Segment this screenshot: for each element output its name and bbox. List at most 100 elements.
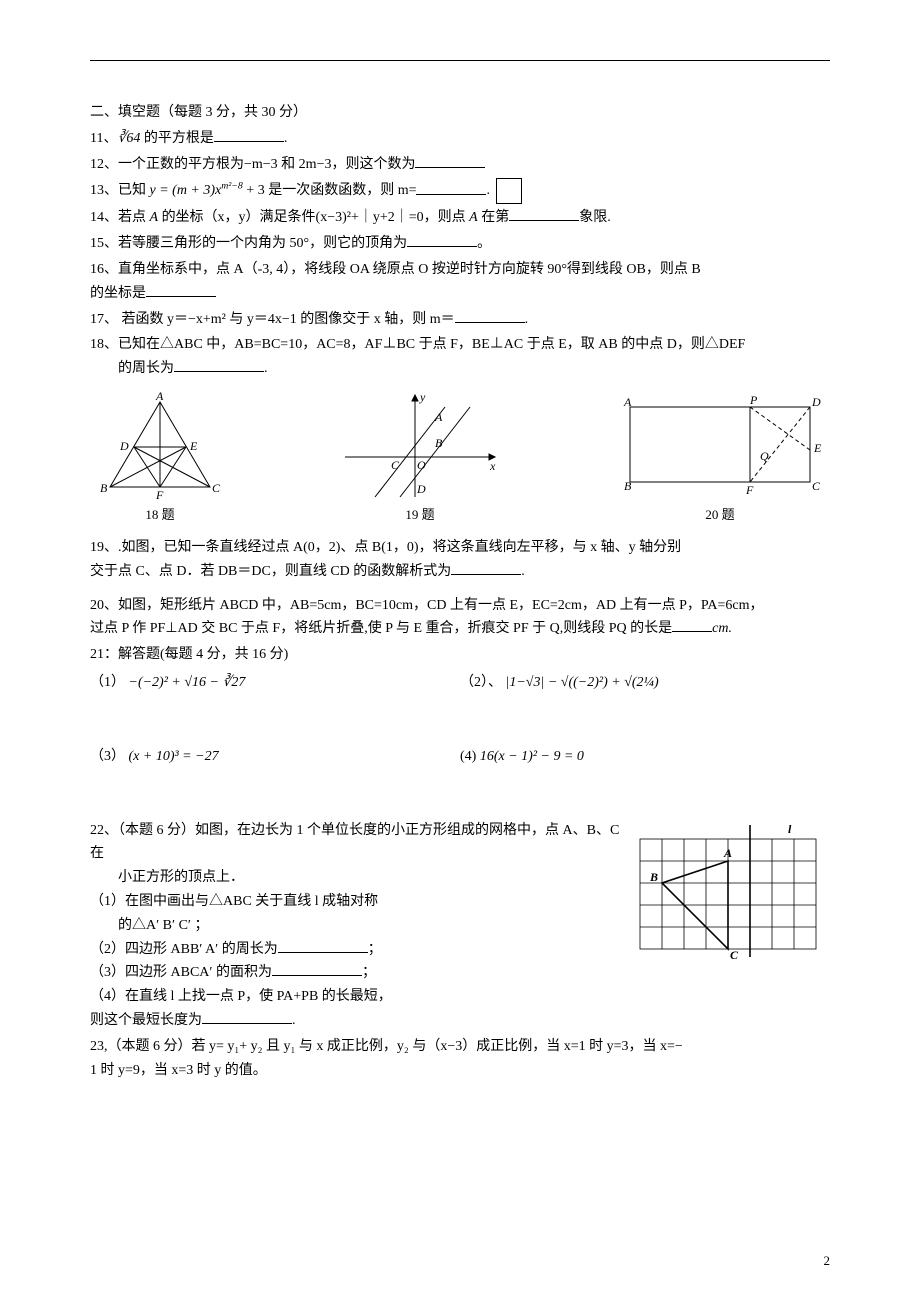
q22: l A B C 22、（本题 6 分）如图，在边长为 1 个单位长度的小正方形组…: [90, 819, 830, 1033]
q17-blank: [455, 308, 525, 323]
svg-text:C: C: [730, 948, 739, 959]
svg-text:B: B: [435, 436, 443, 450]
fig18: A B C D E F 18 题: [90, 392, 230, 526]
svg-text:D: D: [811, 395, 821, 409]
q14-A2: A: [469, 210, 478, 225]
svg-text:B: B: [649, 870, 658, 884]
q11-blank: [214, 127, 284, 142]
svg-text:B: B: [100, 481, 108, 495]
q16-l2: 的坐标是: [90, 286, 146, 301]
section-header: 二、填空题（每题 3 分，共 30 分）: [90, 101, 830, 125]
fig22: l A B C: [630, 819, 830, 968]
q22-p3-blank: [272, 961, 362, 976]
q22-p2-semi: ；: [368, 942, 382, 957]
q15-punct: 。: [477, 236, 491, 251]
q14-p1: 14、若点: [90, 210, 150, 225]
q22-p3-semi: ；: [362, 965, 376, 980]
top-rule: [90, 60, 830, 61]
q19-l1: 19、.如图，已知一条直线经过点 A(0，2)、点 B(1，0)，将这条直线向左…: [90, 536, 830, 560]
q15: 15、若等腰三角形的一个内角为 50°，则它的顶角为 。: [90, 232, 830, 256]
q15-text: 15、若等腰三角形的一个内角为 50°，则它的顶角为: [90, 236, 407, 251]
page-number: 2: [824, 1250, 831, 1272]
q21-p1: （1） −(−2)² + √16 − ∛27: [90, 671, 460, 695]
q21-header: 21：解答题(每题 4 分，共 16 分): [90, 643, 830, 667]
q13-punct: .: [486, 184, 490, 199]
q13-mid: + 3 是一次函数函数，则 m=: [243, 184, 417, 199]
fig19-label: 19 题: [405, 507, 434, 522]
svg-text:A: A: [623, 395, 632, 409]
svg-text:C: C: [212, 481, 221, 495]
svg-text:P: P: [749, 393, 758, 407]
q18-l2: 的周长为: [118, 361, 174, 376]
q17: 17、 若函数 y＝−x+m² 与 y＝4x−1 的图像交于 x 轴，则 m＝.: [90, 308, 830, 332]
svg-text:A: A: [723, 846, 732, 860]
q12-text: 12、一个正数的平方根为−m−3 和 2m−3，则这个数为: [90, 157, 415, 172]
q21-p2: （2）、 |1−√3| − √((−2)²) + √(2¼): [460, 671, 830, 695]
svg-text:F: F: [155, 488, 164, 502]
q21-p1-label: （1）: [90, 675, 125, 690]
q14: 14、若点 A 的坐标（x，y）满足条件(x−3)²+｜y+2｜=0，则点 A …: [90, 206, 830, 230]
svg-text:D: D: [416, 482, 426, 496]
q18-l1: 18、已知在△ABC 中，AB=BC=10，AC=8，AF⊥BC 于点 F，BE…: [90, 333, 830, 357]
q11: 11、∛64 的平方根是.: [90, 127, 830, 151]
q18: 18、已知在△ABC 中，AB=BC=10，AC=8，AF⊥BC 于点 F，BE…: [90, 333, 830, 381]
q22-p2-blank: [278, 938, 368, 953]
q22-p3-text: （3）四边形 ABCA′ 的面积为: [90, 965, 272, 980]
q21-p3-label: （3）: [90, 749, 125, 764]
q13: 13、已知 y = (m + 3)xm²−8 + 3 是一次函数函数，则 m=.: [90, 178, 830, 204]
q14-m1: 的坐标（x，y）满足条件(x−3)²+｜y+2｜=0，则点: [158, 210, 469, 225]
q15-blank: [407, 232, 477, 247]
q23: 23,（本题 6 分）若 y= y₁+ y₂ 且 y₁ 与 x 成正比例，y₂ …: [90, 1035, 830, 1083]
fig19-svg: y x A B O C D: [335, 387, 505, 502]
fig18-label: 18 题: [145, 507, 174, 522]
q21-p4: (4) 16(x − 1)² − 9 = 0: [460, 745, 830, 769]
q16-l1: 16、直角坐标系中，点 A（-3, 4），将线段 OA 绕原点 O 按逆时针方向…: [90, 258, 830, 282]
q20-l2: 过点 P 作 PF⊥AD 交 BC 于点 F，将纸片折叠,使 P 与 E 重合，…: [90, 621, 672, 636]
svg-text:B: B: [624, 479, 632, 493]
q19: 19、.如图，已知一条直线经过点 A(0，2)、点 B(1，0)，将这条直线向左…: [90, 536, 830, 584]
q21-p4-label: (4): [460, 749, 476, 764]
svg-text:y: y: [419, 390, 426, 404]
q20-l1: 20、如图，矩形纸片 ABCD 中，AB=5cm，BC=10cm，CD 上有一点…: [90, 594, 830, 618]
svg-text:Q: Q: [760, 449, 769, 463]
svg-text:C: C: [812, 479, 821, 493]
box-icon: [496, 178, 522, 204]
svg-text:F: F: [745, 483, 754, 497]
svg-text:A: A: [155, 392, 164, 403]
q11-tail: 的平方根是: [140, 131, 214, 146]
q13-exp: m²−8: [221, 181, 243, 192]
q23-l1: 23,（本题 6 分）若 y= y₁+ y₂ 且 y₁ 与 x 成正比例，y₂ …: [90, 1035, 830, 1059]
q21-p4-expr: 16(x − 1)² − 9 = 0: [480, 749, 584, 764]
svg-text:C: C: [391, 458, 400, 472]
svg-text:O: O: [417, 458, 426, 472]
q18-punct: .: [264, 361, 268, 376]
q12: 12、一个正数的平方根为−m−3 和 2m−3，则这个数为: [90, 153, 830, 177]
fig20: A D B C P E F Q 20 题: [610, 392, 830, 526]
q11-prefix: 11、: [90, 131, 117, 146]
q22-p5: 则这个最短长度为.: [90, 1009, 830, 1033]
q20-blank: [672, 617, 712, 632]
svg-text:E: E: [189, 439, 198, 453]
q22-p5-text: 则这个最短长度为: [90, 1013, 202, 1028]
q19-l2: 交于点 C、点 D．若 DB＝DC，则直线 CD 的函数解析式为: [90, 564, 451, 579]
svg-text:l: l: [788, 822, 792, 836]
q21-p1-expr: −(−2)² + √16 − ∛27: [129, 675, 246, 690]
fig20-svg: A D B C P E F Q: [610, 392, 830, 502]
q21-p2-expr: |1−√3| − √((−2)²) + √(2¼): [506, 675, 659, 690]
q12-blank: [415, 153, 485, 168]
svg-text:A: A: [434, 410, 443, 424]
q17-punct: .: [525, 312, 529, 327]
fig20-label: 20 题: [705, 507, 734, 522]
q22-p2-text: （2）四边形 ABB′ A′ 的周长为: [90, 942, 278, 957]
q13-blank: [416, 180, 486, 195]
q21-p3: （3） (x + 10)³ = −27: [90, 745, 460, 769]
q11-punct: .: [284, 131, 288, 146]
q14-A: A: [150, 210, 159, 225]
q14-blank: [509, 206, 579, 221]
q19-punct: .: [521, 564, 525, 579]
q21-row2: （3） (x + 10)³ = −27 (4) 16(x − 1)² − 9 =…: [90, 745, 830, 769]
q14-tail: 象限.: [579, 210, 611, 225]
fig19: y x A B O C D 19 题: [335, 387, 505, 526]
q16-blank: [146, 282, 216, 297]
q22-p5-blank: [202, 1009, 292, 1024]
